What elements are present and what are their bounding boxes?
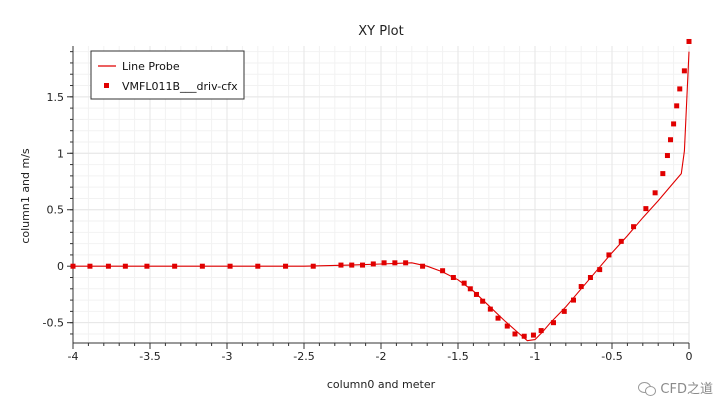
data-point-cfx (310, 263, 316, 269)
data-point-cfx (461, 280, 467, 286)
data-point-cfx (550, 320, 556, 326)
data-point-cfx (172, 263, 178, 269)
data-point-cfx (87, 263, 93, 269)
data-point-cfx (144, 263, 150, 269)
watermark-text: CFD之道 (660, 382, 713, 397)
x-tick-label: -0.5 (601, 350, 622, 363)
data-point-cfx (521, 333, 527, 339)
data-point-cfx (440, 268, 446, 274)
data-point-cfx (480, 298, 486, 304)
legend: Line Probe VMFL011B___driv-cfx (90, 50, 245, 100)
data-point-cfx (671, 121, 677, 127)
series-line-probe (73, 51, 690, 342)
legend-marker-sample (104, 83, 109, 88)
data-point-cfx (360, 262, 366, 268)
data-point-cfx (392, 260, 398, 266)
data-point-cfx (227, 263, 233, 269)
x-tick-label: -4 (68, 350, 79, 363)
data-point-cfx (122, 263, 128, 269)
y-tick-label: 1.5 (47, 91, 65, 104)
data-point-cfx (686, 38, 692, 44)
data-point-cfx (677, 86, 683, 92)
data-point-cfx (571, 297, 576, 303)
data-point-cfx (450, 275, 456, 281)
data-point-cfx (70, 263, 76, 269)
x-tick-label: -1 (530, 350, 541, 363)
data-point-cfx (606, 252, 612, 258)
x-tick-label: -3 (222, 350, 233, 363)
data-point-cfx (643, 206, 649, 212)
data-point-cfx (467, 286, 473, 292)
legend-box (90, 50, 245, 100)
x-axis-ticks: -4 -3.5 -3 -2.5 -2 -1.5 -1 -0.5 0 (68, 343, 693, 363)
x-tick-label: -2.5 (293, 350, 314, 363)
y-tick-label: 0.5 (47, 204, 65, 217)
data-point-cfx (561, 308, 567, 314)
data-point-cfx (199, 263, 205, 269)
y-axis-ticks: -0.5 0 0.5 1 1.5 (43, 91, 73, 330)
data-point-cfx (681, 68, 687, 74)
watermark: CFD之道 (638, 378, 713, 397)
data-point-cfx (370, 261, 376, 267)
legend-label-line-probe: Line Probe (122, 60, 180, 73)
data-point-cfx (660, 171, 666, 177)
y-axis-label: column1 and m/s (19, 148, 32, 244)
data-point-cfx (504, 323, 510, 329)
x-tick-label: -2 (376, 350, 387, 363)
data-point-cfx (512, 331, 518, 337)
data-point-cfx (338, 262, 344, 268)
data-point-cfx (105, 263, 111, 269)
data-point-cfx (473, 291, 479, 297)
plot-area (70, 38, 692, 342)
data-point-cfx (381, 260, 387, 266)
data-point-cfx (664, 153, 670, 159)
data-point-cfx (587, 275, 593, 281)
y-tick-label: -0.5 (43, 317, 64, 330)
data-point-cfx (495, 315, 501, 321)
data-point-cfx (349, 262, 355, 268)
data-point-cfx (674, 103, 680, 109)
data-point-cfx (538, 328, 544, 334)
chart-title: XY Plot (358, 24, 403, 39)
x-tick-label: -3.5 (139, 350, 160, 363)
data-point-cfx (420, 263, 426, 269)
x-tick-label: -1.5 (447, 350, 468, 363)
data-point-cfx (255, 263, 261, 269)
data-point-cfx (487, 306, 493, 312)
data-point-cfx (578, 284, 584, 290)
data-point-cfx (652, 190, 658, 196)
legend-label-cfx: VMFL011B___driv-cfx (122, 80, 238, 93)
data-point-cfx (530, 332, 536, 338)
y-tick-label: 0 (57, 260, 64, 273)
x-tick-label: 0 (686, 350, 693, 363)
data-point-cfx (283, 263, 289, 269)
data-point-cfx (618, 238, 624, 244)
data-point-cfx (631, 224, 637, 230)
y-tick-label: 1 (57, 147, 64, 160)
data-point-cfx (668, 137, 674, 143)
wechat-icon (638, 381, 657, 396)
data-point-cfx (597, 267, 603, 273)
data-point-cfx (403, 260, 409, 266)
x-axis-label: column0 and meter (327, 378, 436, 391)
